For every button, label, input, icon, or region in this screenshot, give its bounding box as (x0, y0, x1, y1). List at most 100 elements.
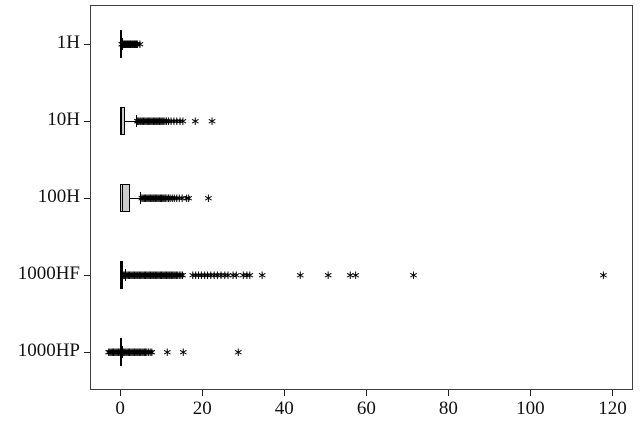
outlier-marker: ∗ (115, 345, 126, 359)
whisker-high-line (123, 274, 126, 276)
outlier-marker: ∗ (219, 268, 230, 282)
outlier-marker: ∗ (199, 268, 210, 282)
outlier-marker: ∗ (149, 191, 160, 205)
outlier-marker: ∗ (117, 345, 128, 359)
outlier-marker: ∗ (128, 345, 139, 359)
outlier-marker: ∗ (231, 268, 242, 282)
x-axis-tick (366, 390, 368, 396)
outlier-marker: ∗ (152, 268, 163, 282)
outlier-marker: ∗ (135, 345, 146, 359)
outlier-marker: ∗ (174, 268, 185, 282)
outlier-marker: ∗ (136, 268, 147, 282)
outlier-marker: ∗ (136, 345, 147, 359)
outlier-marker: ∗ (181, 191, 192, 205)
outlier-marker: ∗ (196, 268, 207, 282)
median-line (120, 337, 122, 366)
x-tick-label: 60 (356, 398, 376, 419)
outlier-marker: ∗ (139, 114, 150, 128)
outlier-marker: ∗ (114, 345, 125, 359)
outlier-marker: ∗ (171, 268, 182, 282)
outlier-marker: ∗ (129, 37, 140, 51)
outlier-marker: ∗ (109, 345, 120, 359)
outlier-marker: ∗ (177, 114, 188, 128)
outlier-marker: ∗ (165, 114, 177, 128)
x-tick-label: 40 (274, 398, 294, 419)
outlier-marker: ∗ (119, 345, 130, 359)
y-axis-category-label: 10H (47, 108, 80, 130)
outlier-marker: ∗ (127, 37, 138, 51)
outlier-marker: ∗ (175, 268, 186, 282)
outlier-marker: ∗ (120, 37, 131, 51)
outlier-marker: ∗ (161, 114, 172, 128)
outlier-marker: ∗ (130, 37, 141, 51)
outlier-marker: ∗ (170, 268, 181, 282)
outlier-marker: ∗ (155, 268, 166, 282)
whisker-high-cap (125, 268, 127, 281)
outlier-marker: ∗ (169, 191, 180, 205)
outlier-marker: ∗ (128, 268, 139, 282)
outlier-marker: ∗ (149, 114, 160, 128)
outlier-marker: ∗ (147, 191, 158, 205)
outlier-marker: ∗ (142, 114, 153, 128)
outlier-marker: ∗ (108, 345, 119, 359)
outlier-marker: ∗ (153, 114, 164, 128)
outlier-marker: ∗ (125, 37, 136, 51)
outlier-marker: ∗ (190, 268, 201, 282)
outlier-marker: ∗ (154, 268, 165, 282)
outlier-marker: ∗ (167, 191, 178, 205)
outlier-marker: ∗ (150, 114, 161, 128)
outlier-marker: ∗ (132, 37, 143, 51)
outlier-marker: ∗ (107, 345, 118, 359)
outlier-marker: ∗ (123, 37, 134, 51)
outlier-marker: ∗ (119, 37, 130, 51)
x-axis-tick (284, 390, 286, 396)
outlier-marker: ∗ (127, 345, 138, 359)
outlier-marker: ∗ (118, 37, 129, 51)
outlier-marker: ∗ (113, 345, 124, 359)
outlier-marker: ∗ (141, 345, 152, 359)
outlier-marker: ∗ (141, 191, 152, 205)
outlier-marker: ∗ (143, 114, 154, 128)
outlier-marker: ∗ (151, 268, 162, 282)
outlier-marker: ∗ (133, 268, 144, 282)
outlier-marker: ∗ (125, 268, 136, 282)
outlier-marker: ∗ (178, 345, 189, 359)
outlier-marker: ∗ (167, 268, 178, 282)
outlier-marker: ∗ (145, 345, 156, 359)
outlier-marker: ∗ (118, 345, 129, 359)
whisker-high-cap (122, 37, 124, 50)
y-axis-tick (84, 197, 90, 199)
outlier-marker: ∗ (190, 114, 201, 128)
outlier-marker: ∗ (165, 268, 176, 282)
outlier-marker: ∗ (216, 268, 227, 282)
outlier-marker: ∗ (177, 268, 188, 282)
outlier-marker: ∗ (257, 268, 268, 282)
outlier-marker: ∗ (131, 37, 142, 51)
x-axis-tick (448, 390, 450, 396)
outlier-marker: ∗ (295, 268, 306, 282)
outlier-marker: ∗ (138, 268, 149, 282)
outlier-marker: ∗ (140, 268, 151, 282)
whisker-high-cap (139, 191, 141, 204)
outlier-marker: ∗ (161, 268, 172, 282)
outlier-marker: ∗ (119, 268, 130, 282)
outlier-marker: ∗ (209, 268, 220, 282)
outlier-marker: ∗ (212, 268, 223, 282)
outlier-marker: ∗ (202, 268, 213, 282)
outlier-marker: ∗ (139, 268, 150, 282)
outlier-marker: ∗ (138, 345, 149, 359)
y-axis-category-label: 1000HP (17, 339, 80, 361)
outlier-marker: ∗ (120, 268, 131, 282)
outlier-marker: ∗ (123, 268, 134, 282)
outlier-marker: ∗ (146, 345, 157, 359)
outlier-marker: ∗ (124, 345, 135, 359)
outlier-marker: ∗ (127, 268, 138, 282)
median-line (121, 106, 123, 135)
outlier-marker: ∗ (408, 268, 419, 282)
outlier-marker: ∗ (126, 37, 137, 51)
outlier-marker: ∗ (140, 191, 151, 205)
outlier-marker: ∗ (139, 191, 150, 205)
outlier-marker: ∗ (156, 114, 168, 128)
box-iqr (120, 183, 130, 212)
